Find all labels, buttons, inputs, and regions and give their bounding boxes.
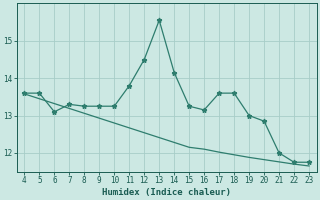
X-axis label: Humidex (Indice chaleur): Humidex (Indice chaleur) (102, 188, 231, 197)
